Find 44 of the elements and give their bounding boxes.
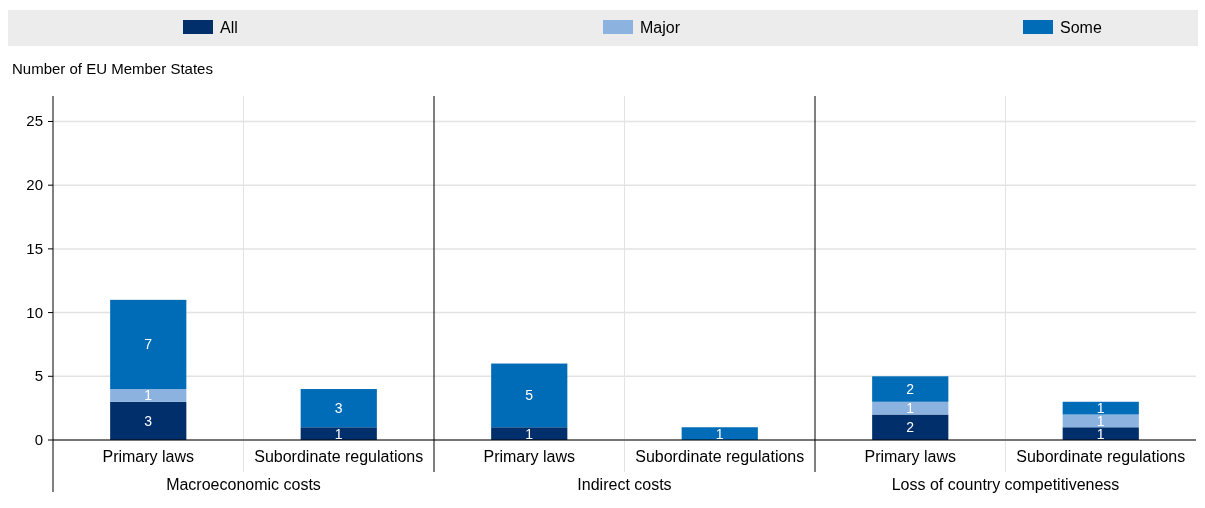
legend-label: Major — [640, 19, 681, 36]
y-tick-label: 15 — [26, 239, 43, 257]
data-label: 1 — [525, 425, 534, 442]
data-label: 1 — [144, 387, 153, 404]
x-tick-label: Subordinate regulations — [635, 448, 805, 465]
y-axis-title: Number of EU Member States — [12, 60, 213, 77]
x-tick-label: Primary laws — [483, 448, 576, 465]
bar — [300, 389, 377, 428]
x-tick-label: Primary laws — [864, 448, 957, 465]
data-label: 2 — [906, 419, 915, 436]
data-label: 1 — [715, 425, 724, 442]
y-tick-label: 20 — [26, 176, 43, 194]
legend-label: All — [220, 19, 238, 36]
y-tick-label: 25 — [26, 112, 43, 130]
data-label: 7 — [144, 336, 153, 353]
bar — [1062, 401, 1139, 415]
bar — [110, 389, 187, 402]
data-label: 2 — [906, 381, 915, 398]
y-tick-label: 10 — [26, 303, 43, 321]
bar — [110, 299, 187, 390]
legend-label: Some — [1060, 19, 1102, 36]
data-label: 1 — [334, 425, 343, 442]
bar — [872, 414, 949, 440]
x-tick-label: Primary laws — [102, 448, 195, 465]
text: Indirect costs — [577, 476, 672, 493]
bar — [872, 401, 949, 415]
y-tick-label: 0 — [34, 431, 43, 448]
x-tick-label: Subordinate regulations — [1016, 448, 1186, 465]
text: Loss of country competitiveness — [891, 476, 1120, 493]
bar — [491, 427, 568, 440]
data-label: 1 — [906, 400, 915, 417]
bar — [681, 427, 758, 440]
bar — [491, 363, 568, 428]
bar — [1062, 414, 1139, 428]
data-label: 3 — [334, 400, 343, 417]
data-label: 5 — [525, 387, 534, 404]
bar — [110, 401, 187, 440]
data-label: 3 — [144, 412, 153, 429]
bar — [872, 376, 949, 402]
y-tick-label: 5 — [34, 367, 43, 385]
bar — [300, 427, 377, 440]
x-tick-label: Subordinate regulations — [254, 448, 424, 465]
bar — [1062, 427, 1139, 440]
text: Macroeconomic costs — [166, 476, 321, 493]
